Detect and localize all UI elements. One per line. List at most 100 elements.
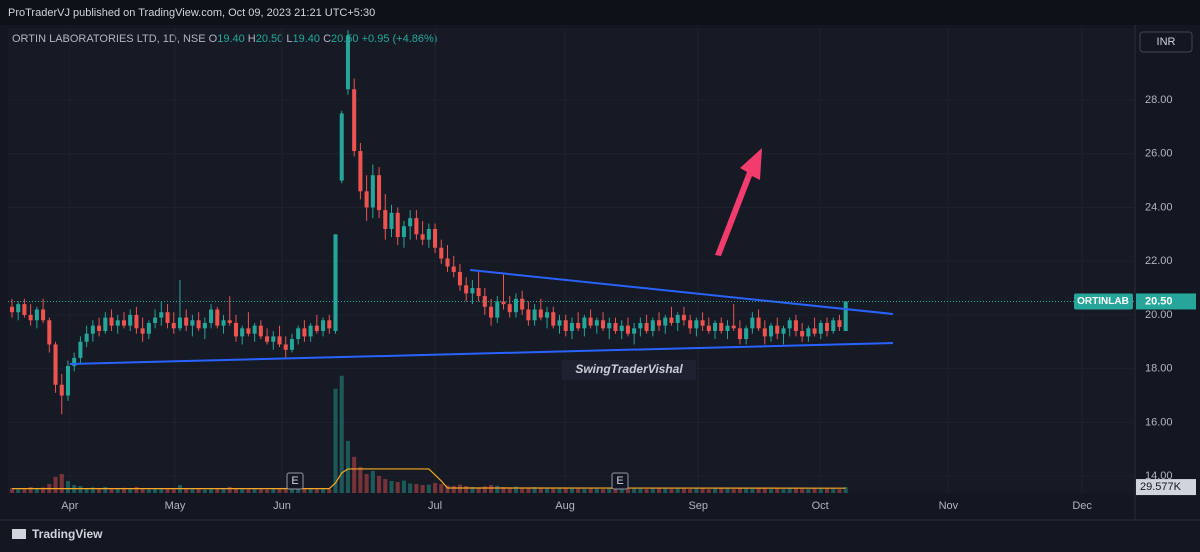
volume-bar — [146, 489, 151, 493]
volume-bar — [34, 488, 39, 493]
y2-tick-box — [1136, 479, 1196, 496]
candle-body — [737, 328, 742, 340]
candle-body — [445, 258, 450, 267]
candle-body — [414, 218, 419, 235]
x-tick-label: Dec — [1072, 500, 1092, 512]
candle-body — [607, 322, 612, 329]
ohlc-value: 19.40 — [292, 33, 320, 45]
candle-body — [513, 298, 518, 313]
currency[interactable]: INR — [1157, 36, 1176, 48]
volume-bar — [638, 488, 643, 493]
candle-body — [184, 317, 189, 326]
volume-bar — [445, 485, 450, 493]
ohlc-key: H — [248, 33, 256, 45]
logo — [12, 529, 26, 539]
volume-bar — [501, 486, 506, 493]
volume-bar — [769, 488, 774, 493]
volume-bar — [103, 486, 108, 493]
candle-body — [563, 320, 568, 332]
volume-bar — [358, 466, 363, 493]
trendline[interactable] — [69, 342, 894, 365]
volume-bar — [681, 488, 686, 493]
candle-body — [582, 317, 587, 329]
candle-body — [271, 336, 276, 342]
candle-body — [769, 325, 774, 337]
candle-body — [227, 320, 232, 323]
event-marker[interactable] — [611, 472, 629, 490]
candle-body — [41, 309, 46, 321]
volume-bar — [464, 485, 469, 493]
candle-body — [314, 325, 319, 332]
volume-bar — [109, 488, 114, 493]
volume-bar — [582, 488, 587, 493]
volume-bar — [121, 487, 126, 493]
candle-body — [308, 325, 313, 337]
candle-body — [576, 322, 581, 329]
candle-body — [302, 328, 307, 337]
volume-bar — [28, 486, 33, 493]
volume-bar — [725, 488, 730, 493]
candle-body — [233, 322, 238, 337]
volume-bar — [84, 487, 89, 493]
ohlc-key: C — [323, 33, 331, 45]
currency-box[interactable] — [1139, 31, 1193, 53]
volume-bar — [706, 489, 711, 493]
candle-body — [781, 328, 786, 334]
candle-body — [115, 320, 120, 326]
volume-bar — [818, 488, 823, 493]
top-bar — [0, 0, 1200, 25]
event-marker[interactable] — [286, 472, 304, 490]
volume-bar — [209, 487, 214, 493]
candle-body — [103, 317, 108, 332]
volume-bar — [557, 487, 562, 493]
volume-bar — [793, 487, 798, 493]
legend: ORTIN LABORATORIES LTD, 1D, NSE O19.40 H… — [12, 33, 437, 45]
candle-body — [389, 212, 394, 229]
candle-body — [588, 317, 593, 326]
volume-bar — [345, 440, 350, 493]
candle-body — [762, 328, 767, 337]
volume-bar — [184, 488, 189, 493]
volume-bar — [389, 480, 394, 493]
last-price-box — [1136, 293, 1196, 310]
volume-bar — [377, 475, 382, 493]
volume-bar — [364, 473, 369, 493]
ohlc-key: L — [286, 33, 292, 45]
ohlc-value: 19.40 — [217, 33, 245, 45]
volume-bar — [482, 486, 487, 493]
candle-body — [681, 314, 686, 321]
volume-bar — [495, 485, 500, 493]
event-label[interactable]: E — [291, 475, 298, 487]
candle-body — [464, 285, 469, 294]
candle-body — [650, 320, 655, 332]
candle-body — [78, 341, 83, 358]
candle-body — [65, 365, 70, 396]
volume-bar — [644, 488, 649, 493]
event-label[interactable]: E — [616, 475, 623, 487]
volume-bar — [669, 488, 674, 493]
candle-body — [370, 175, 375, 208]
symbol-tag-label: ORTINLAB — [1077, 296, 1129, 307]
ohlc-value: 20.50 — [256, 33, 284, 45]
trendline[interactable] — [469, 269, 894, 315]
y2-tick-label: 29.577K — [1140, 481, 1182, 493]
candle-body — [756, 317, 761, 329]
volume-bar — [650, 488, 655, 493]
volume-bar — [632, 487, 637, 493]
candle-body — [470, 288, 475, 294]
candle-body — [706, 325, 711, 332]
volume-bar — [601, 488, 606, 493]
annotation: SwingTraderVishal — [575, 362, 683, 376]
volume-bar — [588, 487, 593, 493]
volume-bar — [383, 478, 388, 493]
x-tick-label: Oct — [812, 500, 829, 512]
volume-bar — [9, 487, 15, 493]
volume-pane — [9, 375, 848, 493]
volume-bar — [215, 488, 220, 493]
candle-body — [177, 317, 182, 329]
candle-body — [352, 89, 357, 152]
volume-bar — [775, 488, 780, 493]
arrow[interactable] — [715, 148, 762, 256]
plot-area — [8, 28, 1135, 493]
